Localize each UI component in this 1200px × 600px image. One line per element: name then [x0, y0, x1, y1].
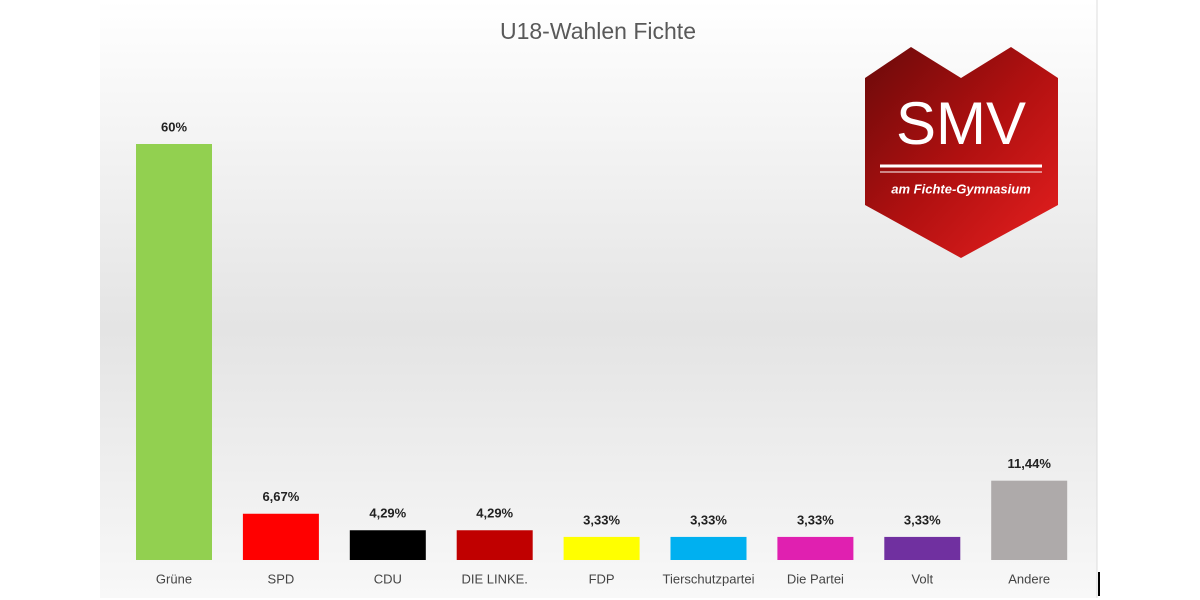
chart-title: U18-Wahlen Fichte	[500, 18, 696, 44]
bar	[242, 513, 319, 560]
bar	[349, 530, 426, 560]
value-label: 60%	[161, 119, 187, 134]
value-label: 3,33%	[583, 512, 620, 527]
bar	[136, 144, 212, 560]
x-tick-label: DIE LINKE.	[461, 571, 527, 586]
value-label: 3,33%	[797, 512, 834, 527]
x-tick-label: Andere	[1008, 571, 1050, 586]
logo: SMV am Fichte-Gymnasium	[865, 47, 1058, 258]
x-tick-label: FDP	[589, 571, 615, 586]
bar	[563, 536, 640, 560]
value-label: 11,44%	[1008, 456, 1052, 471]
x-tick-label: Volt	[911, 571, 933, 586]
bar	[456, 530, 533, 560]
x-tick-label: Tierschutzpartei	[663, 571, 755, 586]
value-label: 3,33%	[904, 512, 941, 527]
x-tick-label: Die Partei	[787, 571, 844, 586]
x-tick-label: Grüne	[156, 571, 192, 586]
logo-subtitle: am Fichte-Gymnasium	[891, 181, 1031, 196]
bar	[670, 536, 747, 560]
bar	[884, 536, 961, 560]
value-label: 4,29%	[476, 506, 513, 521]
x-tick-label: SPD	[268, 571, 295, 586]
logo-shape	[865, 47, 1058, 258]
value-label: 3,33%	[690, 512, 727, 527]
x-tick-label: CDU	[374, 571, 402, 586]
value-label: 4,29%	[369, 506, 406, 521]
bar	[777, 536, 854, 560]
bar	[991, 480, 1068, 560]
value-label: 6,67%	[262, 489, 299, 504]
logo-title: SMV	[896, 90, 1026, 157]
